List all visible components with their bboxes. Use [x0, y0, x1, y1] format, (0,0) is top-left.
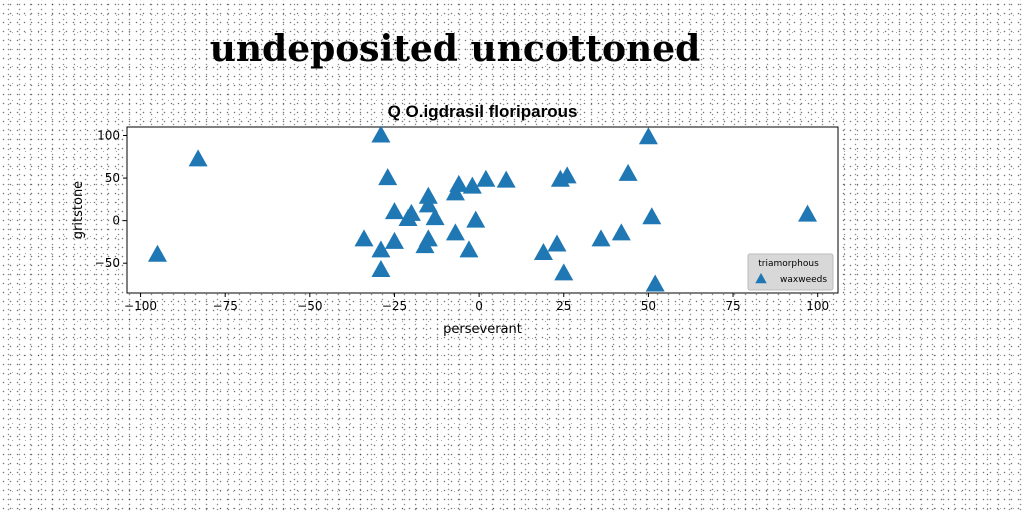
x-tick-label: 50	[641, 299, 656, 313]
y-tick-label: 100	[97, 129, 120, 143]
x-tick-label: −100	[124, 299, 157, 313]
y-axis-label: gritstone	[71, 181, 86, 239]
x-tick-label: 100	[806, 299, 829, 313]
x-tick-label: 25	[556, 299, 571, 313]
plot-area	[127, 127, 838, 293]
y-tick-label: 50	[105, 171, 120, 185]
y-tick-label: −50	[95, 256, 120, 270]
legend-title: triamorphous	[758, 259, 819, 269]
x-tick-label: 0	[475, 299, 483, 313]
y-tick-label: 0	[112, 214, 120, 228]
x-tick-label: −25	[382, 299, 407, 313]
chart-title: Q O.igdrasil floriparous	[388, 102, 578, 121]
x-tick-label: −75	[213, 299, 238, 313]
x-tick-label: 75	[725, 299, 740, 313]
legend-label: waxweeds	[780, 275, 827, 285]
x-tick-label: −50	[297, 299, 322, 313]
x-axis-label: perseverant	[443, 322, 522, 337]
